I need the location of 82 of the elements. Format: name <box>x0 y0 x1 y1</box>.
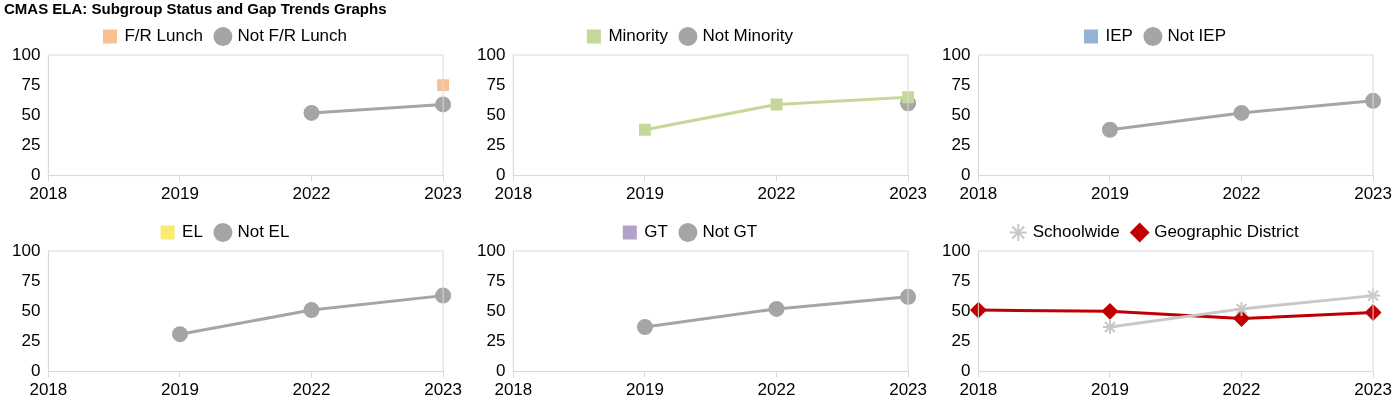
x-tick-label: 2018 <box>29 380 68 400</box>
x-tick-label: 2019 <box>626 184 664 204</box>
y-tick-label: 0 <box>960 361 971 381</box>
chart-title: CMAS ELA: Subgroup Status and Gap Trends Graphs <box>4 0 387 17</box>
legend-label: Not IEP <box>1167 26 1226 46</box>
y-tick-label: 0 <box>960 165 971 185</box>
point <box>1233 300 1250 317</box>
y-tick-label: 50 <box>486 104 506 124</box>
y-tick-label: 75 <box>486 270 506 290</box>
y-tick-label: 0 <box>495 165 506 185</box>
legend-label: EL <box>182 222 203 242</box>
point <box>768 300 785 317</box>
point <box>638 123 651 136</box>
y-tick-label: 75 <box>951 270 971 290</box>
point <box>1101 318 1118 335</box>
legend-label: Geographic District <box>1154 222 1300 242</box>
y-tick-label: 100 <box>476 240 506 260</box>
x-tick-label: 2022 <box>1222 184 1261 204</box>
y-tick-label: 0 <box>30 165 41 185</box>
x-tick-label: 2019 <box>161 184 199 204</box>
point <box>1233 310 1250 327</box>
y-tick-label: 25 <box>486 135 506 155</box>
legend-label: Minority <box>608 26 669 46</box>
legend-label: IEP <box>1105 26 1133 46</box>
y-tick-label: 75 <box>951 74 971 94</box>
y-tick-label: 25 <box>951 331 971 351</box>
x-tick-label: 2018 <box>959 380 998 400</box>
x-tick-label: 2022 <box>292 184 331 204</box>
x-tick-label: 2022 <box>1222 380 1261 400</box>
y-tick-label: 25 <box>951 135 971 155</box>
y-tick-label: 100 <box>476 44 506 64</box>
y-tick-label: 100 <box>11 240 41 260</box>
x-tick-label: 2023 <box>1354 380 1392 400</box>
y-tick-label: 100 <box>11 44 41 64</box>
y-tick-label: 0 <box>495 361 506 381</box>
legend-label: Schoolwide <box>1032 222 1120 242</box>
x-tick-label: 2023 <box>889 380 927 400</box>
x-tick-label: 2018 <box>494 184 533 204</box>
point <box>437 79 450 92</box>
legend-label: Not EL <box>237 222 290 242</box>
legend-label: Not Minority <box>702 26 794 46</box>
x-tick-label: 2022 <box>757 380 796 400</box>
y-tick-label: 50 <box>21 300 41 320</box>
y-tick-label: 75 <box>21 270 41 290</box>
legend-label: F/R Lunch <box>124 26 203 46</box>
y-tick-label: 25 <box>486 331 506 351</box>
y-tick-label: 50 <box>951 300 971 320</box>
y-tick-label: 50 <box>21 104 41 124</box>
point <box>171 326 188 343</box>
x-tick-label: 2019 <box>626 380 664 400</box>
y-tick-label: 0 <box>30 361 41 381</box>
x-tick-label: 2019 <box>161 380 199 400</box>
legend-label: Not F/R Lunch <box>237 26 348 46</box>
x-tick-label: 2022 <box>757 184 796 204</box>
x-tick-label: 2023 <box>424 184 462 204</box>
point <box>1101 303 1118 320</box>
x-tick-label: 2018 <box>494 380 533 400</box>
x-tick-label: 2018 <box>959 184 998 204</box>
y-tick-label: 100 <box>941 44 971 64</box>
x-tick-label: 2018 <box>29 184 68 204</box>
x-tick-label: 2019 <box>1091 184 1129 204</box>
x-tick-label: 2022 <box>292 380 331 400</box>
legend-label: Not GT <box>702 222 758 242</box>
x-tick-label: 2023 <box>424 380 462 400</box>
y-tick-label: 75 <box>486 74 506 94</box>
point <box>1233 104 1250 121</box>
point <box>1101 121 1118 138</box>
x-tick-label: 2023 <box>889 184 927 204</box>
y-tick-label: 75 <box>21 74 41 94</box>
y-tick-label: 50 <box>951 104 971 124</box>
point <box>636 318 653 335</box>
point <box>303 104 320 121</box>
y-tick-label: 50 <box>486 300 506 320</box>
point <box>770 98 783 111</box>
x-tick-label: 2023 <box>1354 184 1392 204</box>
point <box>1365 287 1382 304</box>
legend-label: GT <box>644 222 668 242</box>
y-tick-label: 25 <box>21 135 41 155</box>
y-tick-label: 25 <box>21 331 41 351</box>
y-tick-label: 100 <box>941 240 971 260</box>
point <box>303 302 320 319</box>
x-tick-label: 2019 <box>1091 380 1129 400</box>
